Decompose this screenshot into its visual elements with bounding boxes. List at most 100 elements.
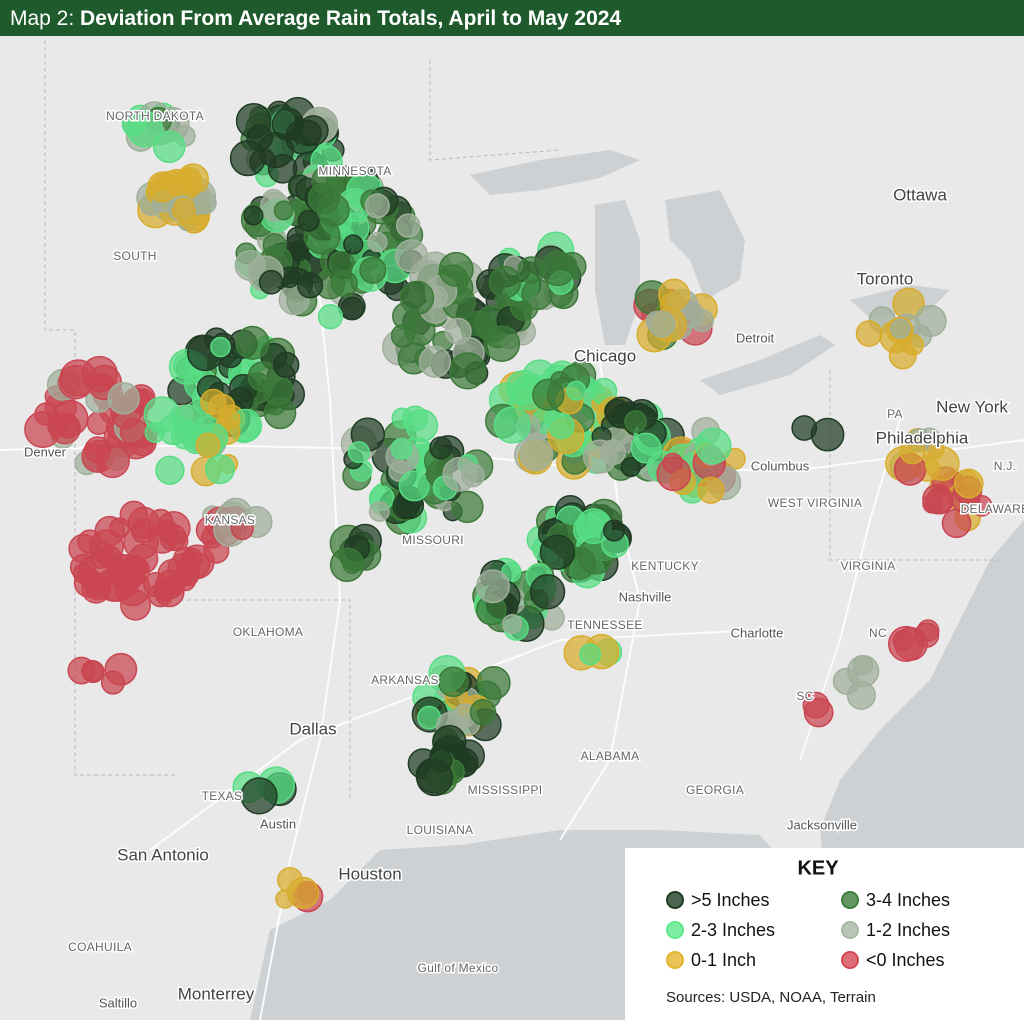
bubble (539, 534, 576, 570)
bubble (892, 629, 914, 651)
bubble (398, 470, 430, 502)
bubble (405, 409, 439, 443)
bubble (195, 432, 221, 458)
bubble (540, 250, 576, 287)
place-label: NORTH DAKOTA (106, 109, 204, 123)
bubble (624, 410, 647, 433)
place-label: Detroit (736, 330, 775, 345)
place-label: OKLAHOMA (233, 625, 303, 639)
bubble (519, 436, 554, 471)
place-label: ALABAMA (581, 749, 640, 763)
bubble (566, 380, 587, 401)
bubble (220, 408, 241, 430)
place-label: Charlotte (731, 625, 784, 640)
bubble (119, 500, 149, 529)
key-swatch (841, 951, 859, 969)
place-label: Chicago (574, 346, 636, 365)
bubble (364, 193, 390, 219)
bubble (620, 456, 641, 478)
place-label: Dallas (289, 719, 336, 738)
place-label: Ottawa (893, 185, 947, 204)
header-prefix: Map 2: (10, 7, 74, 30)
place-label: TENNESSEE (567, 618, 642, 632)
bubble (126, 110, 164, 148)
bubble (119, 555, 151, 586)
bubble (343, 234, 364, 255)
bubble (476, 569, 510, 604)
bubble (148, 508, 174, 534)
bubble (94, 515, 125, 547)
bubble (803, 697, 834, 728)
place-label: TEXAS (202, 789, 243, 803)
place-label: Jacksonville (787, 817, 857, 832)
bubble (855, 320, 883, 347)
place-label: Saltillo (99, 995, 137, 1010)
bubble (243, 205, 264, 226)
bubble (152, 130, 186, 164)
place-label: WEST VIRGINIA (768, 496, 862, 510)
bubble (429, 436, 453, 460)
key-label: 2-3 Inches (691, 920, 775, 940)
bubble (694, 427, 732, 465)
key-label: 3-4 Inches (866, 890, 950, 910)
bubble (953, 468, 984, 499)
place-label: ARKANSAS (371, 673, 439, 687)
bubble (275, 889, 295, 909)
place-label: Columbus (751, 458, 810, 473)
key-label: 0-1 Inch (691, 950, 756, 970)
key-swatch (841, 891, 859, 909)
lake-superior (470, 150, 640, 195)
key-label: 1-2 Inches (866, 920, 950, 940)
place-label: GEORGIA (686, 783, 744, 797)
bubble (914, 304, 947, 337)
bubble (210, 336, 231, 358)
bubble (235, 325, 270, 360)
header: Map 2: Deviation From Average Rain Total… (10, 7, 621, 30)
place-label: NC (869, 626, 887, 640)
bubble (235, 103, 272, 139)
bubble (399, 280, 435, 315)
bubble (852, 655, 874, 676)
bubble (529, 574, 566, 610)
place-label: San Antonio (117, 845, 209, 864)
bubble (297, 209, 320, 232)
bubble (205, 454, 235, 485)
bubble (428, 748, 453, 772)
place-label: MISSISSIPPI (468, 783, 543, 797)
place-label: KENTUCKY (631, 559, 699, 573)
bubble (367, 231, 388, 253)
bubble (200, 388, 227, 416)
place-label: Nashville (619, 589, 672, 604)
bubble (85, 572, 111, 597)
bubble (104, 652, 138, 686)
bubble (234, 249, 266, 281)
place-label: SC (796, 689, 813, 703)
bubble (163, 168, 191, 197)
bubble (941, 508, 972, 539)
bubble (81, 659, 104, 682)
bubble (143, 571, 169, 598)
bubble (648, 310, 676, 338)
header-bar (0, 0, 1024, 36)
bubble (395, 213, 421, 238)
bubble (438, 251, 474, 287)
bubble (579, 643, 602, 666)
bubble (658, 278, 690, 311)
lake-michigan (595, 200, 640, 345)
header-title: Deviation From Average Rain Totals, Apri… (80, 7, 621, 30)
bubble (603, 519, 626, 542)
bubble (164, 574, 186, 596)
bubble (488, 265, 522, 299)
place-label: KANSAS (205, 513, 256, 527)
place-label: Austin (260, 816, 296, 831)
bubble (347, 441, 370, 464)
bubble (368, 500, 390, 522)
bubble (656, 456, 692, 492)
bubble (890, 318, 911, 339)
bubble (521, 278, 554, 311)
place-label: Gulf of Mexico (418, 961, 499, 975)
key-swatch (666, 921, 684, 939)
place-label: VIRGINIA (840, 559, 895, 573)
place-label: COAHUILA (68, 940, 132, 954)
bubble (193, 191, 217, 215)
